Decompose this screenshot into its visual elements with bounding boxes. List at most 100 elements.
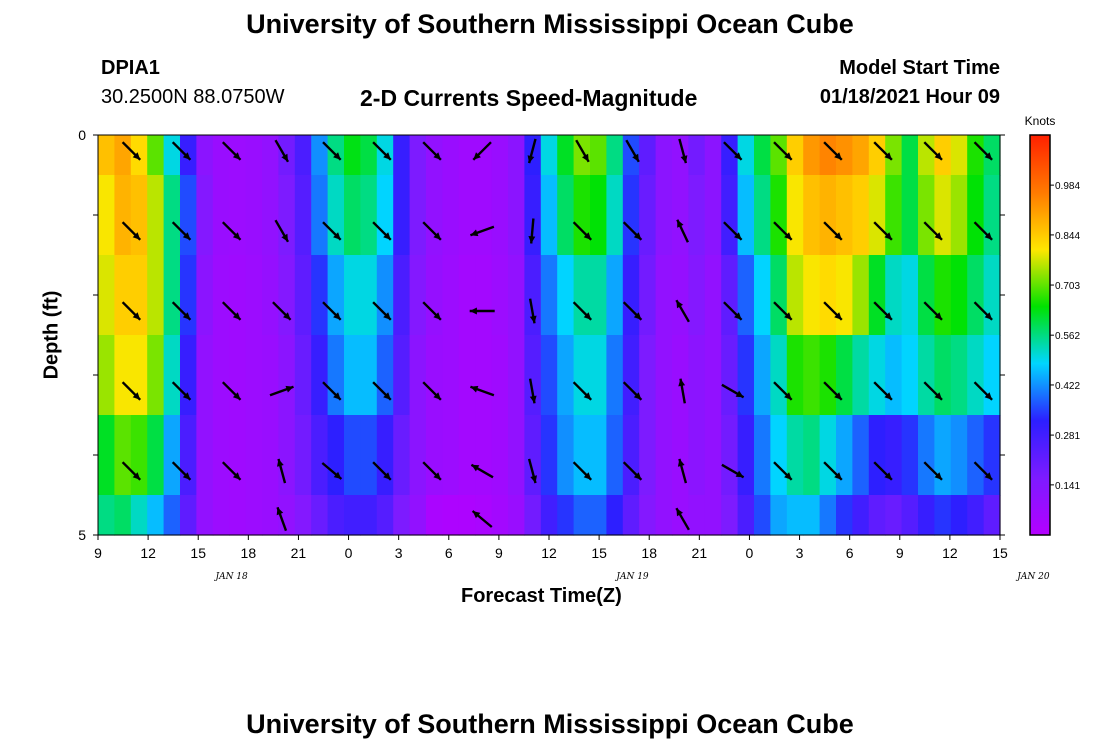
heatmap-cell [704, 135, 722, 176]
colorbar-tick-label: 0.703 [1055, 281, 1080, 292]
heatmap-cell [409, 175, 427, 256]
heatmap-cell [934, 135, 952, 176]
current-vector [121, 381, 142, 401]
heatmap-cell [737, 495, 755, 536]
current-vector [221, 461, 242, 481]
heatmap-cell [163, 495, 181, 536]
heatmap-cell [442, 335, 460, 416]
heatmap-cell [393, 135, 411, 176]
current-vector [973, 461, 993, 481]
heatmap-cell [672, 255, 689, 336]
heatmap-cell [737, 175, 755, 256]
heatmap-cell [622, 255, 640, 336]
current-vector [272, 301, 292, 321]
heatmap-cell [327, 255, 345, 336]
heatmap-cell [540, 415, 558, 496]
heatmap-cell [376, 415, 394, 496]
heatmap-cell [754, 415, 771, 496]
current-vector [622, 221, 643, 241]
heatmap-cell [393, 335, 411, 416]
current-vector [923, 141, 943, 161]
heatmap-cell [327, 415, 345, 496]
heatmap-cell [688, 335, 706, 416]
current-vector [221, 141, 242, 161]
heatmap-cell [262, 135, 279, 176]
heatmap-cell [983, 495, 1001, 536]
heatmap-cell [393, 255, 411, 336]
heatmap-cell [836, 495, 853, 536]
heatmap-cell [491, 255, 509, 336]
heatmap-cell [376, 495, 394, 536]
heatmap-cell [803, 335, 821, 416]
heatmap-cell [803, 415, 821, 496]
heatmap-cell [491, 415, 509, 496]
current-vector [773, 301, 793, 321]
heatmap-cell [557, 175, 575, 256]
heatmap-cell [803, 495, 821, 536]
heatmap-cell [950, 335, 968, 416]
heatmap-cell [918, 255, 935, 336]
heatmap-cell [868, 415, 886, 496]
x-tick-label: 3 [395, 545, 403, 561]
heatmap-cell [393, 175, 411, 256]
heatmap-cell [655, 255, 673, 336]
current-vector [372, 461, 392, 481]
current-vector [277, 458, 287, 484]
model-start-label: Model Start Time [839, 57, 1000, 79]
current-vector [322, 381, 342, 401]
heatmap-cell [311, 335, 329, 416]
heatmap-cell [524, 255, 542, 336]
heatmap-cell [163, 255, 181, 336]
heatmap-cell [852, 335, 870, 416]
current-vector [276, 506, 288, 532]
heatmap-cell [409, 495, 427, 536]
x-axis-label: Forecast Time(Z) [461, 585, 622, 607]
heatmap-cell [983, 415, 1001, 496]
heatmap-cell [557, 255, 575, 336]
heatmap-cell [458, 495, 476, 536]
heatmap-cell [98, 175, 115, 256]
heatmap-cell [147, 415, 165, 496]
x-tick-label: 6 [445, 545, 453, 561]
heatmap-cell [409, 255, 427, 336]
heatmap-cell [344, 135, 361, 176]
heatmap-cell [130, 335, 148, 416]
heatmap-cell [196, 135, 214, 176]
current-vector [121, 141, 142, 161]
colorbar-tick-label: 0.281 [1055, 431, 1080, 442]
heatmap-cell [262, 175, 279, 256]
current-vector [923, 301, 943, 321]
heatmap-cell [737, 415, 755, 496]
heatmap-cell [737, 255, 755, 336]
colorbar-title: Knots [1025, 114, 1056, 128]
colorbar-tick-label: 0.141 [1055, 481, 1080, 492]
current-vector [469, 225, 495, 237]
heatmap-cell [360, 415, 378, 496]
heatmap-cell [327, 335, 345, 416]
y-tick-label: 5 [78, 527, 86, 543]
current-vector [572, 221, 593, 241]
heatmap-cell [737, 135, 755, 176]
colorbar-tick-label: 0.984 [1055, 181, 1080, 192]
heatmap-cell [491, 335, 509, 416]
colorbar-tick-label: 0.562 [1055, 331, 1080, 342]
heatmap-cell [557, 495, 575, 536]
heatmap-cell [557, 335, 575, 416]
heatmap-cell [393, 415, 411, 496]
heatmap-cell [180, 495, 197, 536]
heatmap-cell [983, 135, 1001, 176]
heatmap-cell [704, 175, 722, 256]
heatmap-cell [770, 495, 788, 536]
current-vector [873, 221, 893, 241]
current-vector [470, 463, 494, 479]
heatmap-cell [524, 175, 542, 256]
heatmap-cell [409, 335, 427, 416]
heatmap-cell [655, 415, 673, 496]
heatmap-cell [934, 335, 952, 416]
colorbar [1029, 134, 1051, 536]
heatmap-cell [655, 175, 673, 256]
heatmap-cell [163, 135, 181, 176]
heatmap-cell [868, 135, 886, 176]
heatmap-cell [573, 255, 591, 336]
current-vector [572, 301, 593, 321]
